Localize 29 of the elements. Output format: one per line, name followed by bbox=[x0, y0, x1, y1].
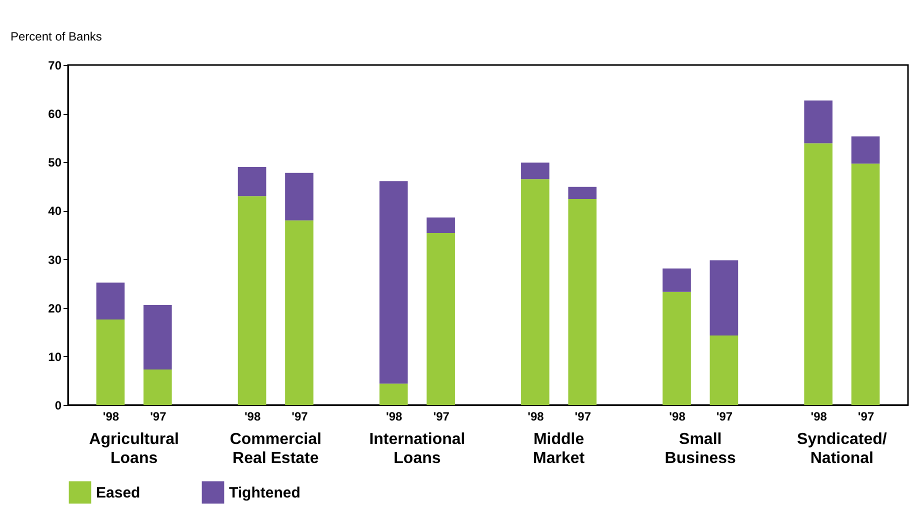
x-tick-label: '97 bbox=[574, 410, 592, 424]
text: Commercial Real Estate bbox=[230, 431, 322, 467]
y-tick-label: 20 bbox=[48, 301, 62, 316]
text: Agricultural Loans bbox=[89, 431, 179, 467]
x-tick-label: '98 bbox=[669, 410, 686, 424]
y-tick-label: 60 bbox=[48, 107, 62, 122]
y-tick-label: 0 bbox=[54, 398, 62, 412]
x-tick-label: '97 bbox=[150, 410, 167, 424]
text: Middle Market bbox=[532, 431, 586, 467]
y-tick-label: 10 bbox=[48, 350, 62, 364]
text: International Loans bbox=[369, 431, 466, 467]
x-tick-label: '98 bbox=[528, 410, 544, 424]
legend-label: Eased bbox=[96, 484, 140, 502]
y-tick-label: 30 bbox=[48, 252, 62, 267]
x-tick-label: '97 bbox=[292, 410, 308, 424]
x-tick-label: '98 bbox=[810, 410, 828, 424]
text: Small Business bbox=[664, 431, 736, 467]
legend-label: Tightened bbox=[229, 484, 300, 502]
x-tick-label: '97 bbox=[433, 410, 450, 424]
y-tick-label: 50 bbox=[48, 156, 62, 170]
x-tick-label: '97 bbox=[858, 410, 874, 424]
y-tick-label: 40 bbox=[48, 204, 62, 218]
text: Syndicated/ National bbox=[797, 431, 888, 467]
x-tick-label: '98 bbox=[102, 410, 120, 424]
x-tick-label: '97 bbox=[716, 410, 733, 424]
y-tick-label: 70 bbox=[48, 58, 62, 72]
x-tick-label: '98 bbox=[386, 410, 403, 424]
x-tick-label: '98 bbox=[244, 410, 261, 424]
y-axis-title: Percent of Banks bbox=[10, 30, 102, 44]
